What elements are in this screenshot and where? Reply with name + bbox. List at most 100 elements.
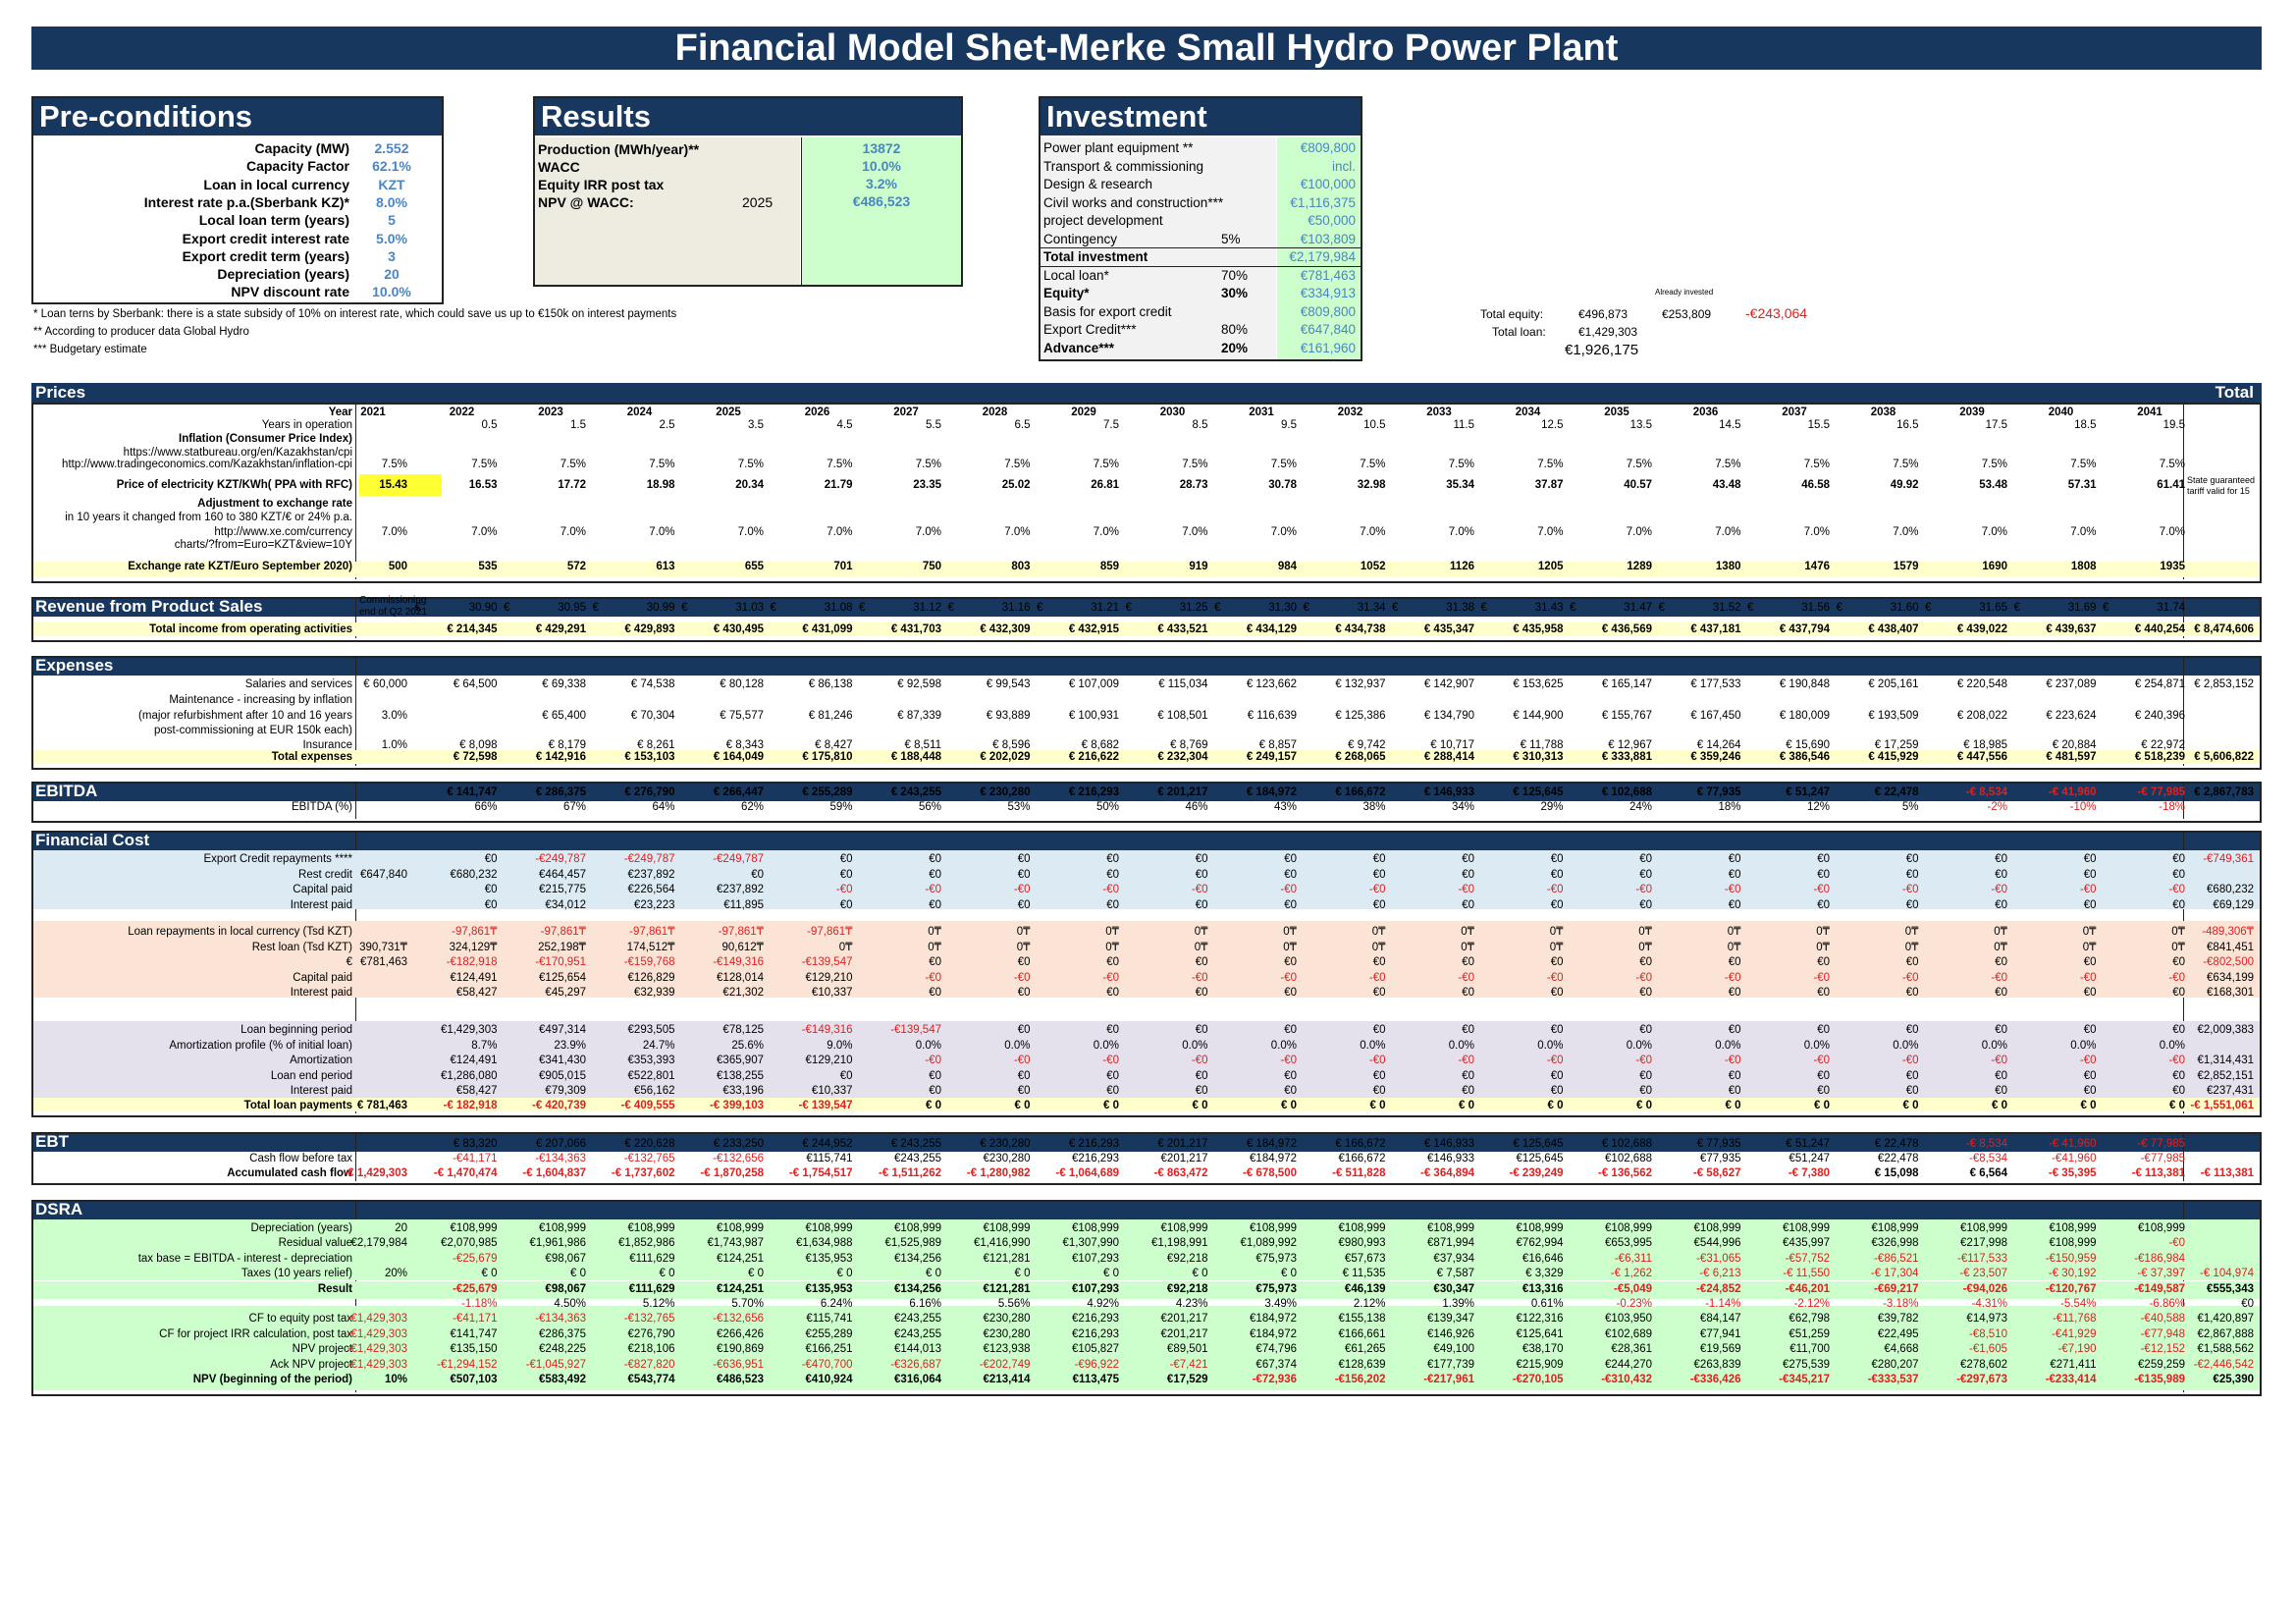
investment-label: Contingency	[1043, 231, 1118, 246]
year-value: -€139,547	[890, 1024, 941, 1036]
first-year-value: 3.0%	[381, 710, 407, 722]
year-header: 2039	[1959, 406, 1985, 418]
year-value: €1,743,987	[707, 1237, 764, 1250]
year-value: €341,430	[539, 1055, 586, 1066]
total-value: €25,390	[2213, 1374, 2254, 1385]
year-value: 0.0%	[1803, 1039, 1830, 1052]
year-value: -€0	[1458, 884, 1474, 895]
year-value: €13,316	[1522, 1282, 1564, 1295]
year-value: 2.5	[659, 419, 675, 431]
year-value: €0	[1284, 868, 1297, 881]
year-value: -€0	[1191, 971, 1208, 984]
year-value: -€132,765	[623, 1153, 675, 1164]
year-value: -€86,521	[1874, 1252, 1919, 1265]
year-value: 750	[922, 561, 941, 572]
total-value: € 8,474,606	[2194, 623, 2254, 635]
year-value: € 0	[1902, 1100, 1919, 1111]
year-value: €275,539	[1783, 1358, 1830, 1371]
preconditions-panel: Pre-conditions Capacity (MW) 2.552 Capacit…	[31, 96, 444, 304]
year-value: € 202,029	[980, 751, 1031, 763]
first-year-value: -€1,429,303	[347, 1327, 407, 1340]
year-value: € 244,952	[802, 1138, 853, 1150]
year-value: € 17,259	[1874, 739, 1919, 751]
year-value: €57,673	[1344, 1252, 1386, 1265]
year-value: -€0	[1724, 884, 1741, 895]
year-value: € 115,034	[1158, 678, 1208, 690]
year-value: -€120,767	[2045, 1282, 2097, 1295]
year-value: 7.0%	[1182, 526, 1208, 538]
year-value: -0.23%	[1616, 1298, 1652, 1310]
investment-heading: Investment	[1041, 98, 1361, 135]
ebt-bar: EBT	[31, 1132, 2262, 1152]
year-value: 803	[1011, 561, 1031, 572]
first-year-value: -€1,429,303	[347, 1358, 407, 1371]
year-value: €0	[1284, 956, 1297, 968]
year-value: 0.0%	[1182, 1039, 1208, 1052]
year-value: €410,924	[805, 1374, 853, 1385]
year-value: € 164,049	[713, 751, 764, 763]
year-value: €0	[1017, 868, 1031, 881]
year-value: € 237,089	[2046, 678, 2097, 690]
year-value: 1.39%	[1442, 1298, 1474, 1310]
year-value: 0.0%	[1981, 1039, 2007, 1052]
year-value: -€0	[1280, 971, 1297, 984]
year-value: € 518,239	[2134, 751, 2185, 763]
year-value: €184,972	[1250, 1313, 1297, 1326]
year-value: € 141,747	[447, 786, 498, 798]
year-value: €0	[1995, 1069, 2007, 1082]
year-value: €128,639	[1338, 1358, 1386, 1371]
year-header: 2025	[716, 406, 741, 418]
results-heading: Results	[535, 98, 961, 135]
year-value: € 0	[570, 1268, 586, 1280]
year-value: €108,999	[1427, 1222, 1474, 1234]
year-value: -€0	[1546, 884, 1564, 895]
year-value: 613	[656, 561, 675, 572]
year-value: € 18,985	[1963, 739, 2007, 751]
year-value: €0	[839, 898, 853, 911]
row-label: https://www.statbureau.org/en/Kazakhstan…	[123, 447, 352, 459]
year-value: -€ 399,103	[710, 1100, 764, 1111]
year-value: -€186,984	[2134, 1252, 2185, 1265]
revenue-bar: Revenue from Product Sales	[31, 597, 2262, 617]
year-value: €0	[1462, 853, 1474, 865]
first-year-value: € 781,463	[356, 1100, 407, 1111]
year-value: €316,064	[894, 1374, 941, 1385]
year-header: 2027	[893, 406, 919, 418]
investment-label: Civil works and construction***	[1043, 194, 1224, 210]
euro-sign: €	[592, 602, 599, 614]
year-value: €58,427	[455, 1085, 498, 1097]
year-value: 0₸	[1816, 926, 1830, 938]
year-value: -€ 1,511,262	[879, 1167, 941, 1179]
year-value: 18.5	[2074, 419, 2097, 431]
year-value: -€156,202	[1334, 1374, 1386, 1385]
year-value: 0₸	[2171, 926, 2185, 938]
year-value: €129,210	[805, 1055, 853, 1066]
year-value: €135,953	[805, 1252, 853, 1265]
year-value: -€132,656	[713, 1313, 764, 1326]
expenses-bar: Expenses	[31, 656, 2262, 676]
year-value: 0₸	[1638, 941, 1652, 953]
row-label: Years in operation	[261, 419, 352, 431]
year-value: €102,688	[1605, 1153, 1652, 1164]
year-value: €0	[1017, 853, 1031, 865]
year-value: 7.0%	[1537, 526, 1564, 538]
year-value: € 0	[1814, 1100, 1830, 1111]
unit-price-value: 30.95	[558, 602, 586, 614]
year-value: € 8,179	[548, 739, 586, 751]
prices-bar: Prices Total	[31, 383, 2262, 403]
year-value: -4.31%	[1971, 1298, 2007, 1310]
year-value: 0₸	[1194, 926, 1208, 938]
year-value: 7.5%	[1715, 459, 1741, 470]
year-value: 0₸	[1105, 941, 1119, 953]
year-value: € 0	[1014, 1100, 1031, 1111]
year-value: € 438,407	[1868, 623, 1919, 635]
year-value: €98,067	[545, 1252, 586, 1265]
year-value: € 266,447	[713, 786, 764, 798]
year-value: €0	[1995, 853, 2007, 865]
year-value: -€0	[925, 884, 941, 895]
year-value: € 232,304	[1157, 751, 1208, 763]
investment-value: €1,116,375	[1290, 194, 1356, 210]
row-label: http://www.xe.com/currency	[214, 526, 352, 538]
year-value: €0	[1817, 1085, 1830, 1097]
year-value: €293,505	[627, 1024, 675, 1036]
